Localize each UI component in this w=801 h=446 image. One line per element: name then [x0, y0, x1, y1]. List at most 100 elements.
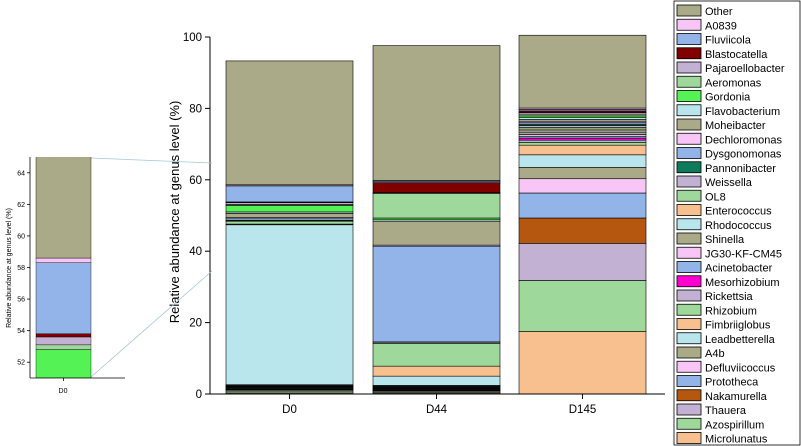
- inset-x-tick-label: D0: [59, 388, 68, 395]
- legend-label-enterococcus: Enterococcus: [705, 206, 772, 218]
- legend-swatch-dechloromonas: [676, 132, 702, 145]
- legend-label-jg30-kf-cm45: JG30-KF-CM45: [705, 248, 782, 260]
- inset-y-tick-label: 58: [17, 265, 25, 272]
- bar-segment-leadbetterella-d145: [518, 154, 647, 168]
- bar-segment-ol8-d0: [225, 220, 354, 225]
- legend-swatch-defluviicoccus: [676, 360, 702, 373]
- inset-chart: 52 54 56 58 60 62 64 Relative abundance at gen…: [6, 157, 213, 395]
- legend-label-azospirillum: Azospirillum: [705, 419, 764, 431]
- inset-y-tick-label: 56: [17, 297, 25, 304]
- inset-y-tick-label: 62: [17, 202, 25, 209]
- main-y-tick-label: 80: [189, 103, 202, 115]
- legend-swatch-blastocatella: [676, 47, 702, 60]
- main-y-ticks: 0 20 40 60 80 100: [183, 32, 210, 401]
- legend-label-a4b: A4b: [705, 348, 725, 360]
- legend-swatch-fluviicola: [676, 33, 702, 45]
- bar-segment-rhodococcus-d44: [372, 375, 501, 386]
- main-y-tick-label: 20: [189, 318, 202, 330]
- legend-swatch-fimbriiglobus: [676, 318, 702, 330]
- inset-connector-bottom: [90, 270, 213, 378]
- inset-bar-segment-aeromonas: [35, 344, 92, 350]
- main-y-tick-label: 60: [189, 175, 202, 187]
- legend-swatch-nakamurella: [676, 389, 702, 402]
- legend-swatch-acinetobacter: [676, 261, 702, 273]
- bar-segment-prototheca-d145: [518, 192, 647, 219]
- inset-y-tick-label: 54: [17, 328, 25, 335]
- bar-segment-aeromonas-d44: [372, 193, 501, 219]
- legend-label-rhizobium: Rhizobium: [705, 305, 757, 317]
- legend-label-flavobacterium: Flavobacterium: [705, 106, 780, 118]
- legend-swatch-shinella: [676, 232, 702, 245]
- legend-label-microlunatus: Microlunatus: [705, 434, 768, 446]
- legend-swatch-mesorhizobium: [676, 275, 702, 288]
- legend-label-acinetobacter: Acinetobacter: [705, 263, 773, 275]
- bar-segment-other-d0: [225, 60, 354, 186]
- bar-segment-microlunatus-d145: [518, 331, 647, 395]
- legend-label-ol8: OL8: [705, 191, 726, 203]
- legend-swatch-pajaroellobacter: [676, 61, 702, 74]
- inset-bar-segment-blastocatella: [35, 333, 92, 338]
- legend-swatch-rhizobium: [676, 303, 702, 316]
- legend-swatch-moheibacter: [676, 118, 702, 131]
- legend-swatch-rickettsia: [676, 289, 702, 302]
- legend-label-nakamurella: Nakamurella: [705, 391, 768, 403]
- inset-connector-top: [90, 157, 213, 164]
- main-y-axis-label: Relative abundance at genus level (%): [167, 101, 182, 324]
- legend-label-thauera: Thauera: [705, 405, 747, 417]
- legend-label-a0839: A0839: [705, 20, 737, 32]
- legend-label-shinella: Shinella: [705, 234, 745, 246]
- legend-swatch-other: [676, 4, 702, 17]
- legend-swatch-a0839: [676, 18, 702, 31]
- bar-segment-rickettsia-d145: [518, 139, 647, 143]
- main-x-tick-label: D44: [426, 404, 448, 416]
- bar-segment-a4b-d145: [518, 167, 647, 180]
- legend-swatch-aeromonas: [676, 75, 702, 88]
- legend-swatch-ol8: [676, 189, 702, 202]
- bar-segment-other-d44: [372, 45, 501, 181]
- inset-y-tick-label: 52: [17, 360, 25, 367]
- legend-swatch-azospirillum: [676, 417, 702, 430]
- bar-segment-thauera-d145: [518, 243, 647, 281]
- legend-label-fimbriiglobus: Fimbriiglobus: [705, 320, 771, 332]
- inset-y-ticks: 52 54 56 58 60 62 64: [17, 170, 64, 381]
- legend-label-prototheca: Prototheca: [705, 377, 759, 389]
- inset-bar-segment-fluviicola: [35, 262, 92, 334]
- legend-label-pajaroellobacter: Pajaroellobacter: [705, 63, 785, 75]
- legend-label-other: Other: [705, 6, 733, 18]
- legend-swatch-flavobacterium: [676, 104, 702, 117]
- inset-bars: [35, 157, 92, 378]
- bar-segment-moheibacter-d44: [372, 220, 501, 246]
- bar-segment-enterococcus-d44: [372, 365, 501, 377]
- bar-segment-rhodococcus-d0: [225, 224, 354, 386]
- legend-label-moheibacter: Moheibacter: [705, 120, 766, 132]
- bar-segment-nakamurella-d145: [518, 217, 647, 244]
- inset-bar-segment-gordonia: [35, 349, 92, 378]
- bar-segment-azospirillum-d145: [518, 280, 647, 332]
- bar-segment-gordonia-d0: [225, 205, 354, 213]
- legend-label-fluviicola: Fluviicola: [705, 35, 752, 47]
- legend-label-rhodococcus: Rhodococcus: [705, 220, 772, 232]
- legend-swatch-microlunatus: [676, 432, 702, 444]
- bar-segment-moheibacter-d0: [225, 213, 354, 218]
- inset-y-axis-label: Relative abundance at genus level (%): [6, 208, 13, 328]
- legend-label-mesorhizobium: Mesorhizobium: [705, 277, 780, 289]
- legend-swatch-thauera: [676, 403, 702, 416]
- bar-segment-fluviicola-d0: [225, 185, 354, 203]
- legend-swatch-pannonibacter: [676, 161, 702, 174]
- legend-label-gordonia: Gordonia: [705, 92, 751, 104]
- main-x-tick-label: D0: [282, 404, 297, 416]
- bar-segment-blastocatella-d44: [372, 182, 501, 193]
- legend-swatch-weissella: [676, 175, 702, 188]
- bar-segment-ol8-d44: [372, 343, 501, 367]
- main-chart: 0 20 40 60 80 100 D0 D44 D145 Relative abundanc…: [167, 32, 665, 416]
- legend-swatch-gordonia: [676, 90, 702, 102]
- main-y-tick-label: 0: [196, 389, 202, 401]
- bar-segment-rhizobium-d145: [518, 142, 647, 146]
- bar-segment-mesorhizobium-d145: [518, 137, 647, 141]
- inset-y-tick-label: 64: [17, 170, 25, 177]
- main-y-tick-label: 100: [183, 32, 202, 44]
- legend-swatch-prototheca: [676, 375, 702, 387]
- legend-swatch-jg30-kf-cm45: [676, 246, 702, 259]
- legend-label-rickettsia: Rickettsia: [705, 291, 754, 303]
